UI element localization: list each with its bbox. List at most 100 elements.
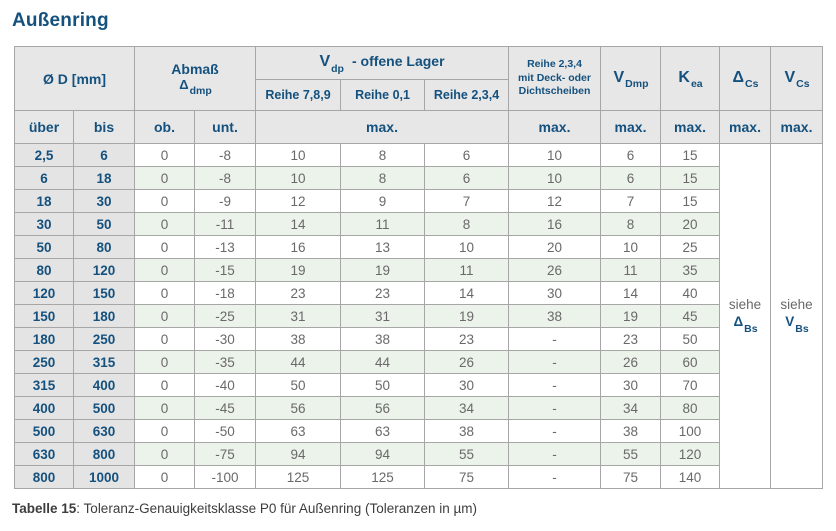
cell-reihe234: 38 (424, 419, 510, 443)
cell-kea: 60 (660, 350, 721, 374)
cell-reihe234: 10 (424, 235, 510, 259)
max-vdmp: max. (600, 110, 662, 144)
cell-reihe01: 44 (340, 350, 426, 374)
table-row: 250 315 0 -35 44 44 26-26 60 (14, 350, 823, 374)
cell-reihe01: 125 (340, 465, 426, 489)
cell-ueber: 50 (14, 235, 74, 259)
cell-ob: 0 (134, 212, 195, 236)
cell-reihe234: 7 (424, 189, 510, 213)
cell-bis: 500 (73, 396, 135, 420)
cell-bis: 120 (73, 258, 135, 282)
cell-vdmp: 6 (600, 166, 662, 190)
cell-reihe789: 23 (255, 281, 342, 305)
cell-ueber: 80 (14, 258, 74, 282)
cell-reihe789: 44 (255, 350, 342, 374)
cell-deckscheiben: - (508, 396, 602, 420)
cell-reihe789: 16 (255, 235, 342, 259)
cell-reihe01: 38 (340, 327, 426, 351)
cell-reihe789: 38 (255, 327, 342, 351)
cell-kea: 50 (660, 327, 721, 351)
cell-deckscheiben: 38 (508, 304, 602, 328)
cell-deckscheiben: - (508, 327, 602, 351)
cell-vdmp: 55 (600, 442, 662, 466)
cell-unt: -8 (193, 166, 257, 190)
cell-ueber: 18 (14, 189, 74, 213)
see-v-bs: siehe VBs (770, 143, 824, 489)
cell-reihe01: 9 (340, 189, 426, 213)
cell-ueber: 250 (14, 350, 74, 374)
header-row-groups: Ø D [mm] Abmaß Δdmp Vdp - offene Lager Re… (14, 46, 824, 111)
cell-unt: -75 (193, 442, 257, 466)
cell-ob: 0 (134, 442, 195, 466)
cell-deckscheiben: - (508, 442, 602, 466)
cell-bis: 18 (73, 166, 135, 190)
cell-reihe789: 63 (255, 419, 342, 443)
col-reihe-234: Reihe 2,3,4 (424, 79, 510, 111)
cell-deckscheiben: - (508, 419, 602, 443)
cell-reihe789: 10 (255, 166, 342, 190)
cell-kea: 40 (660, 281, 721, 305)
col-deckscheiben: Reihe 2,3,4 mit Deck- oder Dichtscheiben (508, 46, 602, 111)
cell-vdmp: 26 (600, 350, 662, 374)
cell-ueber: 30 (14, 212, 74, 236)
table-row: 315 400 0 -40 50 50 30-30 70 (14, 373, 823, 397)
table-caption: Tabelle 15: Toleranz-Genauigkeitsklasse … (12, 501, 477, 516)
cell-reihe234: 8 (424, 212, 510, 236)
table-row: 400 500 0 -45 56 56 34-34 80 (14, 396, 823, 420)
cell-ob: 0 (134, 189, 195, 213)
cell-reihe01: 56 (340, 396, 426, 420)
table-header: Ø D [mm] Abmaß Δdmp Vdp - offene Lager Re… (14, 46, 824, 144)
table-row: 6 18 0 -8 10 8 6 10 6 15 (14, 166, 823, 190)
cell-vdmp: 23 (600, 327, 662, 351)
cell-unt: -13 (193, 235, 257, 259)
cell-ob: 0 (134, 350, 195, 374)
cell-kea: 120 (660, 442, 721, 466)
cell-ob: 0 (134, 166, 195, 190)
cell-reihe234: 23 (424, 327, 510, 351)
cell-bis: 400 (73, 373, 135, 397)
table-row: 180 250 0 -30 38 38 23-23 50 (14, 327, 823, 351)
cell-reihe789: 56 (255, 396, 342, 420)
cell-bis: 50 (73, 212, 135, 236)
cell-ueber: 800 (14, 465, 74, 489)
max-kea: max. (660, 110, 721, 144)
cell-kea: 70 (660, 373, 721, 397)
col-delta-cs: ΔCs (719, 46, 772, 111)
cell-reihe234: 6 (424, 143, 510, 167)
cell-unt: -50 (193, 419, 257, 443)
max-delta-cs: max. (719, 110, 772, 144)
cell-vdmp: 6 (600, 143, 662, 167)
cell-deckscheiben: 20 (508, 235, 602, 259)
cell-unt: -9 (193, 189, 257, 213)
cell-vdmp: 10 (600, 235, 662, 259)
cell-deckscheiben: - (508, 350, 602, 374)
cell-kea: 140 (660, 465, 721, 489)
cell-ueber: 180 (14, 327, 74, 351)
page-title: Außenring (12, 10, 109, 31)
cell-ob: 0 (134, 235, 195, 259)
col-unt: unt. (193, 110, 257, 144)
cell-ueber: 400 (14, 396, 74, 420)
cell-reihe01: 19 (340, 258, 426, 282)
cell-bis: 315 (73, 350, 135, 374)
table-row: 50 80 0 -13 16 13 10 20 10 25 (14, 235, 823, 259)
col-reihe-789: Reihe 7,8,9 (255, 79, 342, 111)
cell-ueber: 630 (14, 442, 74, 466)
cell-ob: 0 (134, 258, 195, 282)
cell-reihe789: 125 (255, 465, 342, 489)
cell-ueber: 150 (14, 304, 74, 328)
table-row: 150 180 0 -25 31 31 19 38 19 45 (14, 304, 823, 328)
cell-deckscheiben: 16 (508, 212, 602, 236)
cell-reihe01: 63 (340, 419, 426, 443)
cell-kea: 35 (660, 258, 721, 282)
cell-deckscheiben: 12 (508, 189, 602, 213)
cell-bis: 250 (73, 327, 135, 351)
see-delta-bs: siehe ΔBs (719, 143, 772, 489)
cell-reihe234: 19 (424, 304, 510, 328)
cell-ueber: 120 (14, 281, 74, 305)
cell-reihe234: 55 (424, 442, 510, 466)
cell-unt: -40 (193, 373, 257, 397)
cell-reihe789: 31 (255, 304, 342, 328)
cell-reihe234: 75 (424, 465, 510, 489)
col-ob: ob. (134, 110, 195, 144)
